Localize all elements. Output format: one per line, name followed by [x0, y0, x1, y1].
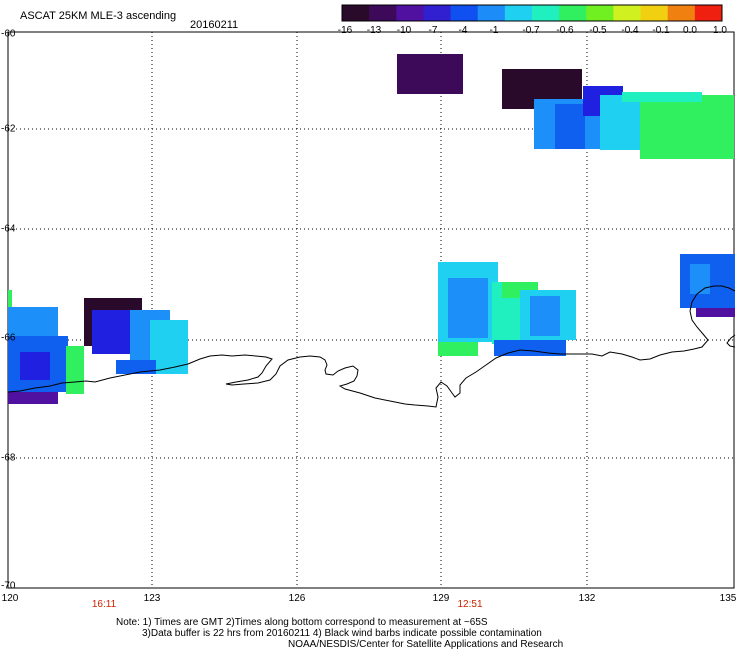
- swath-cell: [20, 352, 50, 380]
- footnote-line-2: 3)Data buffer is 22 hrs from 20160211 4)…: [142, 628, 542, 639]
- colorbar-swatch: [423, 5, 452, 21]
- swath-cell: [622, 92, 702, 102]
- colorbar-swatch: [532, 5, 560, 21]
- swath-cell: [8, 290, 12, 312]
- colorbar-label-2: -13: [366, 25, 382, 36]
- colorbar: [341, 4, 723, 22]
- swath-cell: [530, 296, 560, 336]
- antarctic-coastline: [7, 285, 736, 408]
- colorbar-swatch: [586, 5, 614, 21]
- swath-cell: [8, 307, 58, 339]
- swath-cell: [397, 54, 463, 94]
- colorbar-label-10: -0.4: [621, 25, 639, 36]
- colorbar-label-1: -16: [337, 25, 353, 36]
- colorbar-label-12: 0.0: [683, 25, 697, 36]
- lon-label-129: 129: [432, 593, 450, 604]
- colorbar-label-6: -1: [489, 25, 499, 36]
- lat-label-60s: -60: [1, 28, 16, 40]
- lon-label-120: 120: [1, 593, 19, 604]
- lat-label-62s: -62: [1, 123, 16, 135]
- colorbar-swatch: [504, 5, 533, 21]
- swath-cell: [438, 342, 478, 356]
- lon-label-132: 132: [578, 593, 596, 604]
- colorbar-label-4: -7: [428, 25, 438, 36]
- swath-cell: [555, 104, 585, 149]
- colorbar-swatch: [342, 5, 370, 21]
- colorbar-swatch: [450, 5, 479, 21]
- colorbar-swatch: [477, 5, 506, 21]
- colorbar-swatch: [613, 5, 642, 21]
- colorbar-swatch: [369, 5, 397, 21]
- colorbar-swatch: [694, 5, 723, 21]
- lon-label-123: 123: [143, 593, 161, 604]
- swath-cell: [92, 310, 132, 354]
- lat-label-70s: -70: [1, 580, 16, 592]
- map-title: ASCAT 25KM MLE-3 ascending: [20, 10, 177, 22]
- coastline-fragment: [726, 334, 736, 348]
- swath-cell: [66, 346, 84, 394]
- swath-cell: [600, 95, 640, 150]
- scatterometer-swaths: [8, 54, 735, 404]
- colorbar-swatch: [559, 5, 587, 21]
- footnote-line-3: NOAA/NESDIS/Center for Satellite Applica…: [288, 639, 564, 650]
- swath-cell: [696, 308, 735, 317]
- swath-cell: [8, 392, 58, 404]
- lat-label-64s: -64: [1, 223, 16, 235]
- pass-time-2: 12:51: [457, 599, 483, 610]
- colorbar-border: [341, 4, 723, 22]
- swath-cell: [116, 360, 156, 374]
- colorbar-swatch: [667, 5, 696, 21]
- colorbar-label-13: 1.0: [713, 25, 727, 36]
- colorbar-label-5: -4: [458, 25, 468, 36]
- colorbar-label-9: -0.5: [589, 25, 607, 36]
- footnote-line-1: Note: 1) Times are GMT 2)Times along bot…: [116, 617, 488, 628]
- colorbar-label-8: -0.6: [556, 25, 574, 36]
- lon-label-126: 126: [288, 593, 306, 604]
- swath-cell: [640, 95, 734, 159]
- colorbar-swatch: [640, 5, 669, 21]
- colorbar-label-3: -10: [396, 25, 412, 36]
- pass-time-1: 16:11: [91, 599, 117, 610]
- map-date: 20160211: [190, 19, 239, 31]
- swath-cell: [690, 264, 710, 294]
- swath-cell: [448, 278, 488, 338]
- lat-label-68s: -68: [1, 452, 16, 464]
- lon-label-135: 135: [719, 593, 737, 604]
- colorbar-label-11: -0.1: [652, 25, 670, 36]
- colorbar-swatch: [396, 5, 424, 21]
- lat-label-66s: -66: [1, 332, 16, 344]
- colorbar-label-7: -0.7: [522, 25, 540, 36]
